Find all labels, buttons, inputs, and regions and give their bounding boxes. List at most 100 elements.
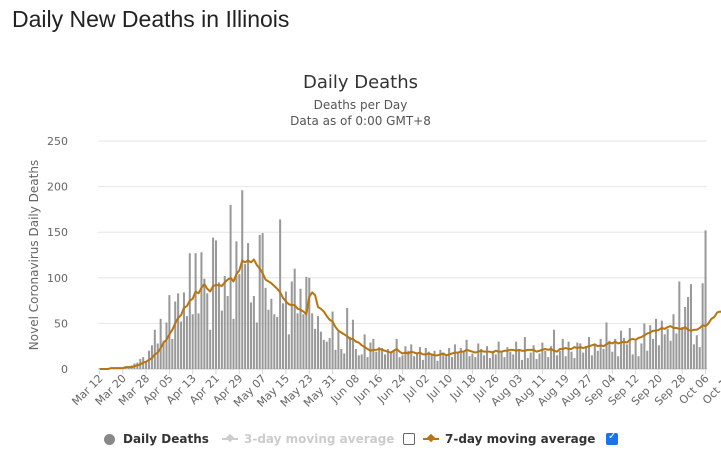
daily-deaths-bar[interactable] xyxy=(509,351,512,369)
daily-deaths-bar[interactable] xyxy=(506,347,509,369)
daily-deaths-bar[interactable] xyxy=(538,353,541,370)
daily-deaths-bar[interactable] xyxy=(351,319,354,369)
legend-item-daily-deaths[interactable]: Daily Deaths xyxy=(104,430,209,448)
daily-deaths-bar[interactable] xyxy=(325,341,328,369)
daily-deaths-bar[interactable] xyxy=(168,295,171,369)
daily-deaths-bar[interactable] xyxy=(628,327,631,369)
daily-deaths-bar[interactable] xyxy=(471,353,474,370)
daily-deaths-bar[interactable] xyxy=(485,346,489,369)
daily-deaths-bar[interactable] xyxy=(290,281,293,369)
daily-deaths-bar[interactable] xyxy=(442,352,445,369)
daily-deaths-bar[interactable] xyxy=(261,233,264,369)
daily-deaths-bar[interactable] xyxy=(194,253,197,369)
daily-deaths-bar[interactable] xyxy=(182,292,185,369)
daily-deaths-bar[interactable] xyxy=(404,346,407,369)
daily-deaths-bar[interactable] xyxy=(153,329,156,369)
daily-deaths-bar[interactable] xyxy=(386,348,389,369)
daily-deaths-bar[interactable] xyxy=(590,355,593,369)
daily-deaths-bar[interactable] xyxy=(349,337,352,369)
daily-deaths-bar[interactable] xyxy=(445,356,448,369)
daily-deaths-bar[interactable] xyxy=(483,355,486,369)
daily-deaths-bar[interactable] xyxy=(232,318,235,369)
daily-deaths-bar[interactable] xyxy=(704,230,707,369)
daily-deaths-bar[interactable] xyxy=(468,356,471,369)
daily-deaths-bar[interactable] xyxy=(378,347,381,369)
daily-deaths-bar[interactable] xyxy=(401,355,404,369)
daily-deaths-bar[interactable] xyxy=(436,360,439,369)
daily-deaths-bar[interactable] xyxy=(188,253,191,369)
daily-deaths-bar[interactable] xyxy=(217,282,220,369)
daily-deaths-bar[interactable] xyxy=(241,190,244,369)
daily-deaths-bar[interactable] xyxy=(555,355,558,369)
daily-deaths-bar[interactable] xyxy=(608,340,611,369)
daily-deaths-bar[interactable] xyxy=(587,337,591,369)
daily-deaths-bar[interactable] xyxy=(689,284,692,369)
daily-deaths-bar[interactable] xyxy=(550,346,553,369)
daily-deaths-bar[interactable] xyxy=(264,287,267,369)
legend-item-3-day-average[interactable]: 3-day moving average xyxy=(222,430,394,448)
daily-deaths-bar[interactable] xyxy=(314,328,317,369)
daily-deaths-bar[interactable] xyxy=(451,357,454,369)
daily-deaths-bar[interactable] xyxy=(631,354,634,369)
daily-deaths-bar[interactable] xyxy=(337,331,340,369)
daily-deaths-bar[interactable] xyxy=(319,331,322,369)
daily-deaths-bar[interactable] xyxy=(407,350,410,369)
daily-deaths-bar[interactable] xyxy=(369,342,372,369)
daily-deaths-bar[interactable] xyxy=(570,351,573,369)
daily-deaths-bar[interactable] xyxy=(354,348,357,369)
daily-deaths-bar[interactable] xyxy=(625,344,628,369)
daily-deaths-bar[interactable] xyxy=(247,243,250,369)
daily-deaths-bar[interactable] xyxy=(547,357,550,369)
daily-deaths-bar[interactable] xyxy=(634,340,637,369)
daily-deaths-bar[interactable] xyxy=(366,357,369,369)
daily-deaths-bar[interactable] xyxy=(523,337,526,369)
daily-deaths-bar[interactable] xyxy=(357,355,360,369)
daily-deaths-bar[interactable] xyxy=(185,316,188,369)
daily-deaths-bar[interactable] xyxy=(316,316,320,369)
daily-deaths-bar[interactable] xyxy=(698,347,701,369)
daily-deaths-bar[interactable] xyxy=(477,343,480,369)
daily-deaths-bar[interactable] xyxy=(535,358,538,369)
daily-deaths-bar[interactable] xyxy=(593,345,596,369)
daily-deaths-bar[interactable] xyxy=(433,350,436,369)
daily-deaths-bar[interactable] xyxy=(663,334,666,369)
daily-deaths-bar[interactable] xyxy=(162,340,165,369)
daily-deaths-bar[interactable] xyxy=(244,264,247,369)
daily-deaths-bar[interactable] xyxy=(500,351,503,369)
daily-deaths-bar[interactable] xyxy=(381,348,384,369)
daily-deaths-bar[interactable] xyxy=(145,361,148,369)
legend-item-7-day-average[interactable]: 7-day moving average xyxy=(423,430,595,448)
daily-deaths-bar[interactable] xyxy=(191,314,194,369)
daily-deaths-bar[interactable] xyxy=(360,354,363,369)
daily-deaths-bar[interactable] xyxy=(488,358,491,369)
daily-deaths-bar[interactable] xyxy=(596,350,599,369)
daily-deaths-bar[interactable] xyxy=(657,345,660,369)
daily-deaths-bar[interactable] xyxy=(585,348,588,369)
daily-deaths-bar[interactable] xyxy=(171,338,174,369)
daily-deaths-bar[interactable] xyxy=(258,234,261,369)
daily-deaths-bar[interactable] xyxy=(180,321,183,369)
daily-deaths-bar[interactable] xyxy=(226,296,229,369)
daily-deaths-bar[interactable] xyxy=(573,358,576,369)
daily-deaths-bar[interactable] xyxy=(491,350,494,369)
daily-deaths-bar[interactable] xyxy=(459,348,462,369)
daily-deaths-bar[interactable] xyxy=(553,329,556,369)
daily-deaths-bar[interactable] xyxy=(389,351,392,369)
daily-deaths-bar[interactable] xyxy=(273,314,276,369)
daily-deaths-bar[interactable] xyxy=(541,342,544,369)
daily-deaths-bar[interactable] xyxy=(293,268,296,369)
daily-deaths-bar[interactable] xyxy=(622,337,625,369)
daily-deaths-bar[interactable] xyxy=(564,356,567,369)
daily-deaths-bar[interactable] xyxy=(649,325,652,369)
daily-deaths-bar[interactable] xyxy=(252,296,255,369)
daily-deaths-bar[interactable] xyxy=(220,310,223,369)
daily-deaths-bar[interactable] xyxy=(465,339,468,369)
daily-deaths-bar[interactable] xyxy=(620,330,623,369)
daily-deaths-bar[interactable] xyxy=(209,329,212,369)
daily-deaths-bar[interactable] xyxy=(532,345,535,369)
daily-deaths-bar[interactable] xyxy=(582,352,585,369)
daily-deaths-bar[interactable] xyxy=(284,291,287,369)
daily-deaths-bar[interactable] xyxy=(212,237,215,369)
daily-deaths-bar[interactable] xyxy=(695,335,698,369)
daily-deaths-bar[interactable] xyxy=(235,241,238,369)
